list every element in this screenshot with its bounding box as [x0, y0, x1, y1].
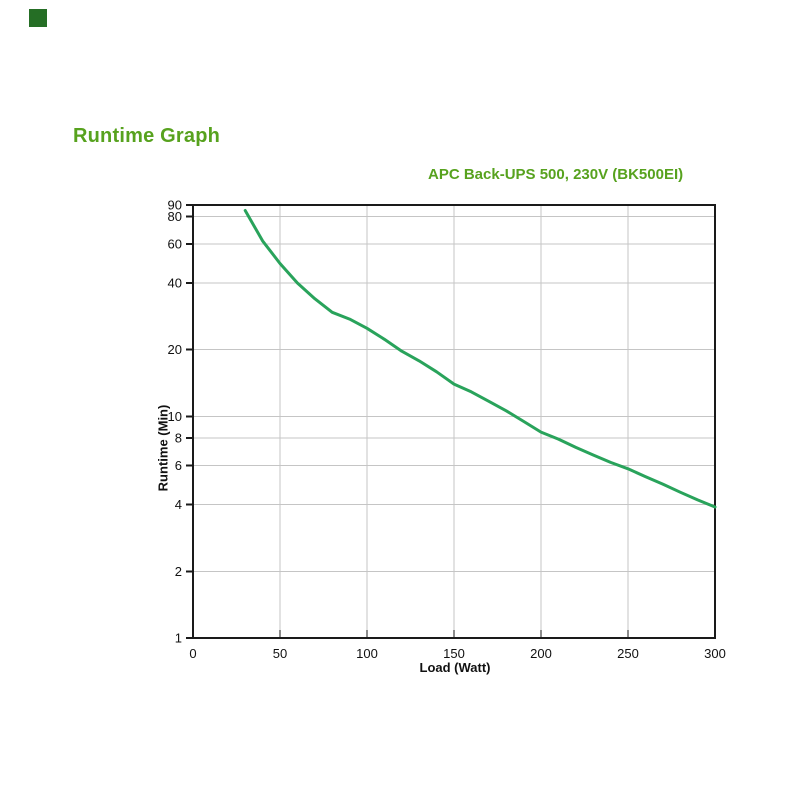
runtime-curve: [243, 209, 717, 509]
page-title: Runtime Graph: [73, 125, 221, 147]
x-axis-title: Load (Watt): [419, 660, 491, 675]
green-square-marker: [29, 9, 47, 27]
x-tick-label: 100: [356, 646, 378, 661]
chart-subtitle: APC Back-UPS 500, 230V (BK500EI): [428, 166, 684, 183]
y-tick-label: 8: [175, 430, 182, 445]
x-tick-label: 300: [704, 646, 726, 661]
y-tick-label: 60: [168, 237, 182, 252]
y-tick-label: 20: [168, 342, 182, 357]
x-tick-label: 0: [189, 646, 196, 661]
y-tick-label: 4: [175, 497, 182, 512]
x-tick-label: 200: [530, 646, 552, 661]
x-tick-label: 250: [617, 646, 639, 661]
y-tick-label: 10: [168, 409, 182, 424]
y-tick-label: 80: [168, 209, 182, 224]
x-tick-label: 50: [273, 646, 287, 661]
y-tick-label: 2: [175, 564, 182, 579]
y-tick-label: 6: [175, 458, 182, 473]
y-tick-label: 90: [168, 198, 182, 213]
y-axis-title: Runtime (Min): [155, 404, 171, 492]
x-tick-label: 150: [443, 646, 465, 661]
y-tick-label: 40: [168, 276, 182, 291]
y-tick-label: 1: [175, 631, 182, 646]
